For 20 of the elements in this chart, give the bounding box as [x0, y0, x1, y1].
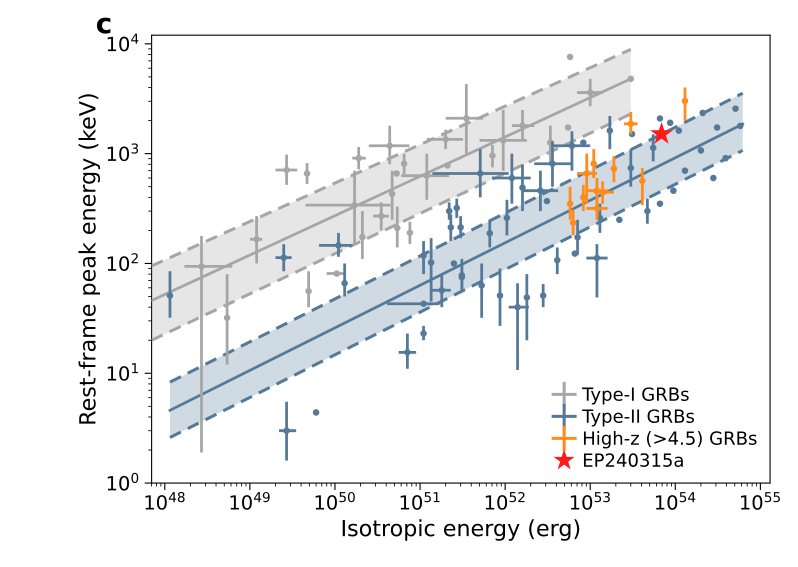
y-tick-label: 10$^{4}$: [108, 34, 138, 52]
legend-label: High-z (>4.5) GRBs: [584, 430, 757, 448]
x-tick-label: 10$^{52}$: [486, 492, 525, 510]
x-tick-label: 10$^{48}$: [145, 492, 185, 510]
x-tick-label: 10$^{54}$: [656, 492, 696, 510]
legend-label: Type-II GRBs: [582, 409, 694, 426]
y-tick-label: 10$^{0}$: [108, 472, 138, 491]
x-tick-label: 10$^{55}$: [741, 492, 780, 510]
x-tick-label: 10$^{53}$: [570, 492, 610, 510]
legend-label: Type-I GRBs: [582, 387, 689, 404]
y-tick-label: 10$^{3}$: [108, 143, 138, 162]
x-tick-label: 10$^{50}$: [316, 492, 355, 510]
x-tick-label: 10$^{51}$: [400, 492, 440, 510]
legend-label: EP240315a: [584, 453, 683, 467]
x-axis-title: Isotropic energy (erg): [342, 519, 580, 541]
text: c: [96, 18, 110, 34]
y-tick-label: 10$^{1}$: [108, 363, 138, 381]
x-tick-label: 10$^{49}$: [230, 492, 270, 510]
y-tick-label: 10$^{2}$: [108, 253, 138, 271]
y-axis-title: Rest-frame peak energy (keV): [78, 94, 100, 424]
